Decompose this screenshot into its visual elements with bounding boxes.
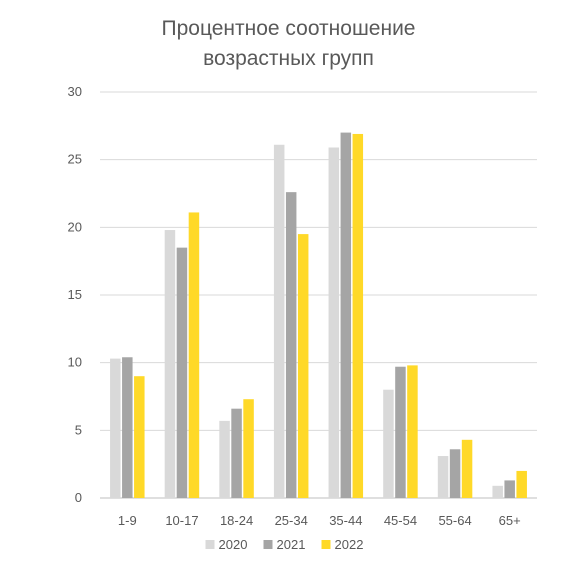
y-tick-label-30: 30 bbox=[68, 84, 82, 99]
legend-label-2021: 2021 bbox=[277, 537, 306, 552]
bar-2021-65+ bbox=[504, 480, 515, 498]
x-tick-label-55-64: 55-64 bbox=[438, 513, 471, 528]
bar-2020-1-9 bbox=[110, 358, 121, 498]
bar-2021-45-54 bbox=[395, 366, 406, 498]
y-tick-label-25: 25 bbox=[68, 152, 82, 167]
bar-2021-55-64 bbox=[449, 449, 461, 498]
bar-2022-35-44 bbox=[352, 133, 364, 498]
legend-swatch-2022 bbox=[321, 540, 331, 549]
bar-2020-18-24 bbox=[219, 420, 230, 498]
chart-title-line-2: возрастных групп bbox=[203, 47, 374, 70]
x-tick-label-18-24: 18-24 bbox=[220, 513, 253, 528]
x-tick-label-10-17: 10-17 bbox=[165, 513, 198, 528]
y-tick-label-10: 10 bbox=[68, 355, 82, 370]
bar-2022-45-54 bbox=[407, 365, 418, 498]
y-tick-label-20: 20 bbox=[68, 219, 82, 234]
bar-2020-35-44 bbox=[328, 147, 340, 498]
bar-2022-65+ bbox=[516, 470, 527, 498]
bar-2020-65+ bbox=[492, 485, 503, 498]
bar-2021-10-17 bbox=[176, 247, 188, 498]
chart-title-line-1: Процентное соотношение bbox=[161, 17, 416, 40]
bar-2022-1-9 bbox=[134, 376, 145, 498]
y-tick-label-15: 15 bbox=[68, 287, 82, 302]
legend-swatch-2020 bbox=[205, 540, 215, 549]
legend-label-2022: 2022 bbox=[335, 537, 364, 552]
bar-2022-10-17 bbox=[188, 212, 200, 499]
x-tick-label-1-9: 1-9 bbox=[118, 513, 137, 528]
bar-2020-45-54 bbox=[383, 389, 394, 498]
bar-2020-25-34 bbox=[273, 144, 285, 498]
bar-2021-25-34 bbox=[285, 192, 297, 498]
bar-2022-55-64 bbox=[461, 439, 473, 498]
bar-2021-1-9 bbox=[122, 357, 133, 498]
bar-2022-18-24 bbox=[243, 399, 254, 498]
x-tick-label-35-44: 35-44 bbox=[329, 513, 362, 528]
bar-2021-18-24 bbox=[231, 408, 242, 498]
legend-swatch-2021 bbox=[263, 540, 273, 549]
x-tick-label-65+: 65+ bbox=[499, 513, 521, 528]
y-tick-label-5: 5 bbox=[75, 422, 82, 437]
bar-2020-55-64 bbox=[437, 456, 449, 498]
y-tick-label-0: 0 bbox=[75, 490, 82, 505]
bar-2022-25-34 bbox=[297, 234, 309, 498]
chart-title: Процентное соотношение возрастных групп bbox=[0, 14, 577, 74]
bar-2021-35-44 bbox=[340, 132, 352, 498]
x-tick-label-25-34: 25-34 bbox=[275, 513, 308, 528]
x-tick-label-45-54: 45-54 bbox=[384, 513, 417, 528]
bar-2020-10-17 bbox=[164, 230, 176, 499]
legend-label-2020: 2020 bbox=[219, 537, 248, 552]
